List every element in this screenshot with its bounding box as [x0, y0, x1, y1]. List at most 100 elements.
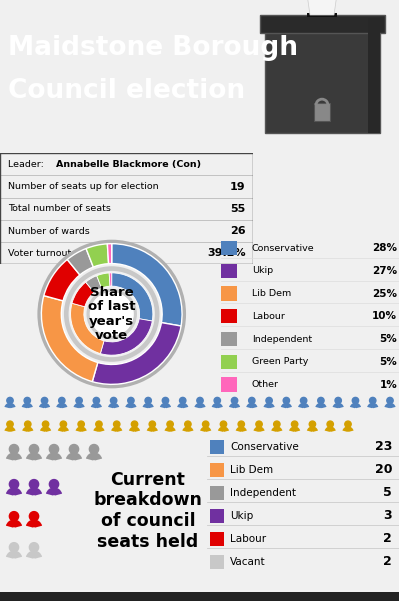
Text: Voter turnout (2014): Voter turnout (2014) — [8, 249, 105, 258]
Text: 23: 23 — [375, 441, 392, 453]
Circle shape — [91, 293, 133, 335]
Circle shape — [76, 397, 82, 404]
Wedge shape — [289, 426, 300, 432]
Wedge shape — [298, 403, 309, 408]
Circle shape — [69, 445, 79, 454]
Wedge shape — [26, 519, 42, 528]
Text: Ukip: Ukip — [252, 266, 273, 275]
Wedge shape — [64, 266, 160, 362]
Wedge shape — [66, 453, 82, 460]
Circle shape — [149, 421, 156, 427]
Text: Total number of seats: Total number of seats — [8, 204, 111, 213]
Wedge shape — [212, 403, 223, 408]
Circle shape — [49, 480, 59, 489]
Bar — [0, 592, 399, 601]
Wedge shape — [93, 426, 105, 432]
Circle shape — [300, 397, 307, 404]
Wedge shape — [194, 403, 205, 408]
Wedge shape — [56, 403, 67, 408]
Text: 3: 3 — [383, 510, 392, 522]
FancyBboxPatch shape — [210, 486, 224, 500]
Wedge shape — [108, 403, 119, 408]
Circle shape — [238, 421, 245, 427]
Wedge shape — [6, 453, 22, 460]
Circle shape — [203, 421, 209, 427]
Wedge shape — [22, 403, 33, 408]
Circle shape — [387, 397, 393, 404]
Circle shape — [60, 421, 67, 427]
FancyBboxPatch shape — [221, 241, 237, 255]
Wedge shape — [112, 243, 182, 326]
Wedge shape — [367, 403, 378, 408]
Bar — [368, 18, 380, 133]
Text: 1%: 1% — [379, 380, 397, 389]
Wedge shape — [109, 273, 112, 286]
Wedge shape — [71, 304, 104, 353]
Circle shape — [180, 397, 186, 404]
Circle shape — [96, 421, 102, 427]
Wedge shape — [6, 487, 22, 496]
Circle shape — [291, 421, 298, 427]
Wedge shape — [111, 426, 122, 432]
Text: 5: 5 — [383, 486, 392, 499]
Circle shape — [9, 480, 19, 489]
Circle shape — [9, 543, 19, 552]
Circle shape — [256, 421, 262, 427]
Circle shape — [24, 397, 30, 404]
Wedge shape — [41, 296, 98, 382]
Text: Lib Dem: Lib Dem — [230, 465, 273, 475]
FancyBboxPatch shape — [221, 309, 237, 323]
Text: Council election: Council election — [8, 78, 245, 104]
Wedge shape — [164, 426, 176, 432]
Wedge shape — [92, 323, 181, 385]
FancyBboxPatch shape — [221, 377, 237, 392]
Circle shape — [274, 421, 280, 427]
Text: 2: 2 — [383, 532, 392, 545]
Wedge shape — [236, 426, 247, 432]
Text: 39.2%: 39.2% — [207, 248, 246, 258]
Wedge shape — [44, 260, 80, 301]
Wedge shape — [26, 453, 42, 460]
Text: Other: Other — [252, 380, 279, 389]
Circle shape — [231, 397, 238, 404]
Text: Leader:: Leader: — [8, 160, 46, 169]
Wedge shape — [200, 426, 211, 432]
FancyBboxPatch shape — [210, 463, 224, 477]
Bar — [260, 15, 385, 33]
Text: 2: 2 — [383, 555, 392, 569]
Bar — [307, 13, 337, 17]
Text: Lib Dem: Lib Dem — [252, 289, 291, 298]
Wedge shape — [72, 282, 94, 307]
Text: 27%: 27% — [372, 266, 397, 276]
Circle shape — [128, 397, 134, 404]
Wedge shape — [6, 519, 22, 528]
FancyBboxPatch shape — [210, 532, 224, 546]
Circle shape — [162, 397, 169, 404]
Wedge shape — [142, 403, 154, 408]
Wedge shape — [350, 403, 361, 408]
Text: Maidstone Borough: Maidstone Borough — [8, 35, 298, 61]
Circle shape — [30, 445, 39, 454]
Text: Independent: Independent — [230, 488, 296, 498]
Wedge shape — [107, 243, 112, 264]
Wedge shape — [129, 426, 140, 432]
Wedge shape — [26, 551, 42, 559]
Wedge shape — [263, 403, 275, 408]
Wedge shape — [6, 551, 22, 559]
Text: Conservative: Conservative — [230, 442, 299, 452]
Text: 28%: 28% — [372, 243, 397, 253]
Text: Conservative: Conservative — [252, 243, 314, 252]
Circle shape — [89, 445, 99, 454]
Wedge shape — [384, 403, 395, 408]
Circle shape — [7, 421, 13, 427]
Circle shape — [42, 421, 49, 427]
FancyBboxPatch shape — [221, 264, 237, 278]
Circle shape — [352, 397, 359, 404]
Wedge shape — [281, 403, 292, 408]
Text: Number of wards: Number of wards — [8, 227, 89, 236]
Circle shape — [197, 397, 203, 404]
Wedge shape — [246, 403, 257, 408]
Circle shape — [30, 543, 39, 552]
Wedge shape — [38, 240, 186, 388]
Wedge shape — [147, 426, 158, 432]
